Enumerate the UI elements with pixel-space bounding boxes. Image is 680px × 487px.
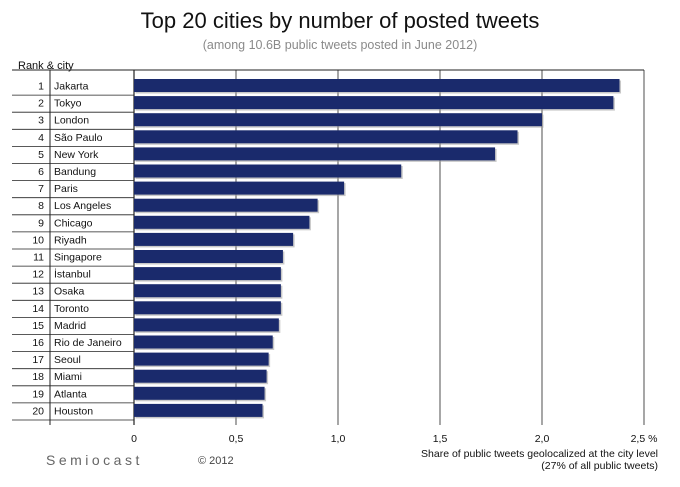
- bar: [134, 147, 496, 161]
- bar: [134, 79, 620, 92]
- bar: [134, 352, 269, 366]
- rank-label: 8: [38, 200, 44, 212]
- rank-label: 17: [32, 354, 44, 366]
- city-label: Atlanta: [54, 388, 87, 400]
- x-tick-label: 1,5: [433, 433, 448, 445]
- rank-label: 16: [32, 337, 44, 349]
- x-tick-label: 0: [131, 433, 137, 445]
- bar: [134, 181, 345, 195]
- city-label: Paris: [54, 183, 78, 195]
- bar: [134, 215, 310, 229]
- rank-label: 7: [38, 183, 44, 195]
- bar: [134, 113, 542, 127]
- rank-label: 12: [32, 269, 44, 281]
- rank-label: 6: [38, 166, 44, 178]
- x-axis-label-line1: Share of public tweets geolocalized at t…: [421, 448, 658, 460]
- rank-label: 18: [32, 371, 44, 383]
- x-axis-label-line2: (27% of all public tweets): [541, 460, 658, 472]
- bar: [134, 96, 614, 110]
- rank-label: 20: [32, 405, 44, 417]
- bar: [134, 130, 518, 144]
- city-label: Madrid: [54, 320, 86, 332]
- city-label: Osaka: [54, 286, 85, 298]
- rank-label: 11: [33, 252, 44, 264]
- rank-label: 5: [38, 149, 44, 161]
- bar: [134, 198, 318, 212]
- rank-label: 3: [38, 115, 44, 127]
- chart-title: Top 20 cities by number of posted tweets: [140, 8, 540, 33]
- rank-label: 13: [32, 286, 44, 298]
- city-label: Los Angeles: [54, 200, 111, 212]
- x-tick-label: 1,0: [331, 433, 346, 445]
- city-label: Jakarta: [54, 81, 89, 93]
- city-label: New York: [54, 149, 99, 161]
- bar: [134, 164, 402, 178]
- city-label: Riyadh: [54, 234, 87, 246]
- rank-label: 4: [38, 132, 44, 144]
- x-tick-label: 2,0: [535, 433, 550, 445]
- y-axis-label: Rank & city: [18, 60, 74, 72]
- city-label: Chicago: [54, 217, 93, 229]
- x-axis-label: Share of public tweets geolocalized at t…: [358, 448, 658, 472]
- rank-label: 2: [38, 98, 44, 110]
- city-label: London: [54, 115, 89, 127]
- city-label: Toronto: [54, 303, 89, 315]
- rank-label: 10: [32, 234, 44, 246]
- bar: [134, 267, 281, 281]
- bar: [134, 403, 263, 417]
- x-tick-label: 2,5 %: [631, 433, 658, 445]
- rank-label: 14: [32, 303, 44, 315]
- bar: [134, 369, 267, 383]
- rank-label: 15: [32, 320, 44, 332]
- rank-label: 19: [32, 388, 44, 400]
- bar: [134, 335, 273, 349]
- copyright-text: © 2012: [198, 455, 234, 467]
- x-tick-label: 0,5: [229, 433, 244, 445]
- city-label: Miami: [54, 371, 82, 383]
- city-label: Houston: [54, 405, 93, 417]
- city-label: São Paulo: [54, 132, 103, 144]
- bar: [134, 301, 281, 315]
- bar: [134, 386, 265, 400]
- chart-subtitle: (among 10.6B public tweets posted in Jun…: [202, 38, 478, 52]
- city-label: İstanbul: [54, 268, 91, 281]
- city-label: Bandung: [54, 166, 96, 178]
- city-label: Rio de Janeiro: [54, 337, 122, 349]
- bar: [134, 250, 283, 263]
- city-label: Singapore: [54, 252, 102, 264]
- rank-label: 9: [38, 217, 44, 229]
- brand-logo: Semiocast: [46, 452, 143, 468]
- bar: [134, 318, 279, 332]
- city-label: Seoul: [54, 354, 81, 366]
- city-label: Tokyo: [54, 98, 82, 110]
- bar: [134, 232, 294, 246]
- bar: [134, 284, 281, 298]
- rank-label: 1: [38, 81, 44, 93]
